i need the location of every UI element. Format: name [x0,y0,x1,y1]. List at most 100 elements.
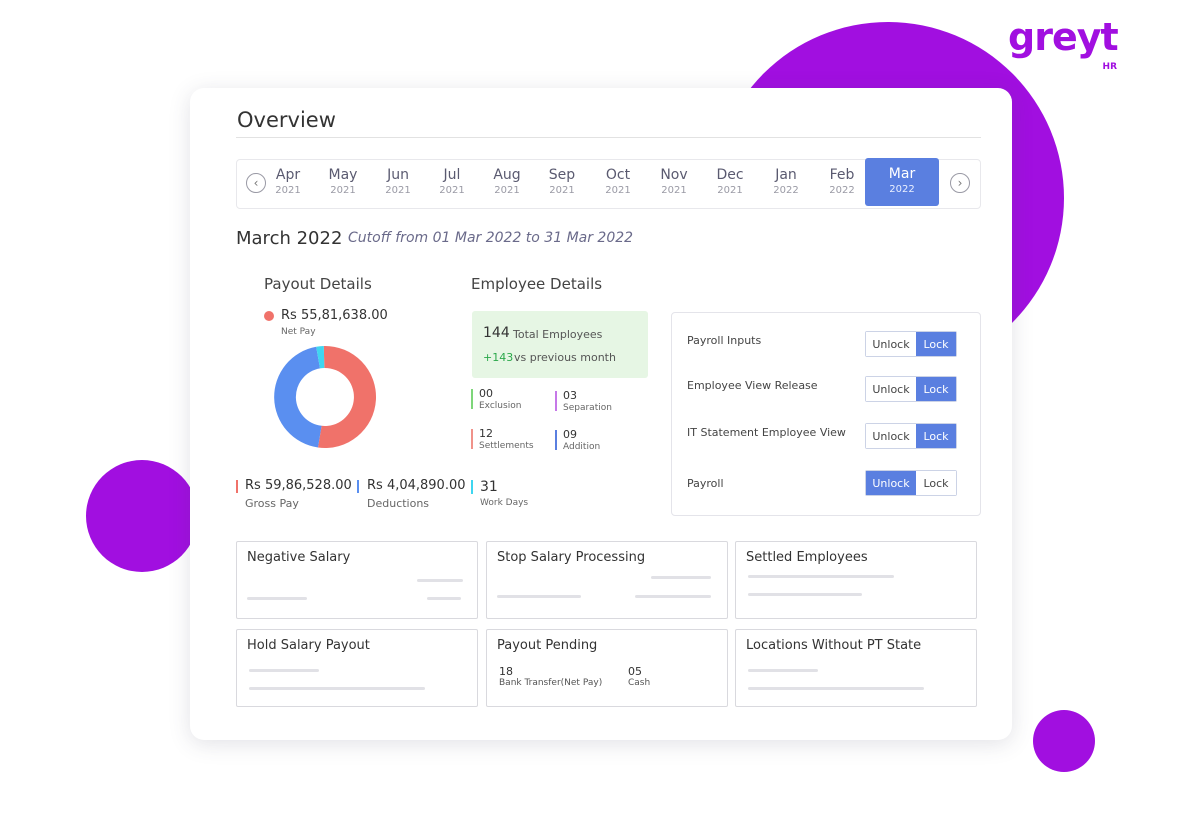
lock-button[interactable]: Lock [916,471,956,495]
payout-details-title: Payout Details [264,275,372,293]
unlock-button[interactable]: Unlock [866,332,916,356]
placeholder-line [748,575,894,578]
cash-count: 05 [628,665,642,678]
month-name: Mar [888,166,916,182]
payout-pending-tile[interactable]: Payout Pending 18 Bank Transfer(Net Pay)… [486,629,728,707]
separation-marker [555,391,557,411]
placeholder-line [748,687,924,690]
stop-salary-processing-tile[interactable]: Stop Salary Processing [486,541,728,619]
month-name: Apr [275,167,301,183]
negative-salary-tile[interactable]: Negative Salary [236,541,478,619]
payroll-inputs-label: Payroll Inputs [687,334,762,347]
month-year: 2021 [330,185,356,196]
net-pay-label: Net Pay [281,327,316,337]
lock-button[interactable]: Lock [916,377,956,401]
it-statement-toggle[interactable]: Unlock Lock [865,423,957,449]
work-days-count: 31 [480,479,498,495]
employee-delta-label: vs previous month [514,351,616,364]
unlock-button[interactable]: Unlock [866,424,916,448]
total-employees-box: 144 Total Employees +143 vs previous mon… [472,311,648,378]
settlements-label: Settlements [479,441,534,451]
unlock-button[interactable]: Unlock [866,471,916,495]
month-year: 2021 [661,185,687,196]
tile-title: Hold Salary Payout [247,638,370,653]
month-year: 2021 [605,185,631,196]
placeholder-line [748,593,862,596]
cash-label: Cash [628,678,651,688]
placeholder-line [249,669,319,672]
month-selector: ‹ Apr 2021 May 2021 Jun 2021 Jul 2021 Aug 202… [236,158,981,209]
placeholder-line [651,576,711,579]
month-year: 2021 [385,185,411,196]
month-tab-jan-2022[interactable]: Jan 2022 [760,166,812,198]
decorative-circle-small [1033,710,1095,772]
exclusion-count: 00 [479,387,493,400]
gross-pay-value: Rs 59,86,528.00 [245,478,352,493]
tile-title: Settled Employees [746,550,868,565]
placeholder-line [417,579,463,582]
tile-title: Negative Salary [247,550,351,565]
donut-segment-deductions [316,346,325,369]
month-tab-aug-2021[interactable]: Aug 2021 [481,166,533,198]
month-name: Feb [829,167,855,183]
month-tab-dec-2021[interactable]: Dec 2021 [704,166,756,198]
month-tab-apr-2021[interactable]: Apr 2021 [262,166,314,198]
separation-count: 03 [563,389,577,402]
month-name: Jun [387,167,409,183]
tile-title: Payout Pending [497,638,598,653]
logo-wordmark: greyt [1008,15,1119,59]
month-name: Dec [716,167,744,183]
gross-pay-label: Gross Pay [245,497,299,510]
month-name: Oct [605,167,631,183]
prev-month-button[interactable]: ‹ [246,173,266,193]
lock-button[interactable]: Lock [916,332,956,356]
month-tab-oct-2021[interactable]: Oct 2021 [592,166,644,198]
page-title: Overview [237,108,336,132]
total-employees-label: Total Employees [513,328,603,341]
payout-donut-chart [274,345,377,448]
payroll-toggle[interactable]: Unlock Lock [865,470,957,496]
next-month-button[interactable]: › [950,173,970,193]
cutoff-text: Cutoff from 01 Mar 2022 to 31 Mar 2022 [348,230,634,246]
total-employees-count: 144 [483,325,510,341]
month-name: Sep [548,167,576,183]
addition-label: Addition [563,442,601,452]
placeholder-line [427,597,461,600]
payroll-inputs-toggle[interactable]: Unlock Lock [865,331,957,357]
gross-pay-marker [236,480,238,493]
exclusion-marker [471,389,473,409]
chevron-left-icon: ‹ [253,176,259,190]
month-year: 2021 [717,185,743,196]
month-tab-nov-2021[interactable]: Nov 2021 [648,166,700,198]
chevron-right-icon: › [957,176,963,190]
employee-view-release-toggle[interactable]: Unlock Lock [865,376,957,402]
placeholder-line [249,687,425,690]
lock-controls-panel: Payroll Inputs Unlock Lock Employee View … [671,312,981,516]
unlock-button[interactable]: Unlock [866,377,916,401]
lock-button[interactable]: Lock [916,424,956,448]
settled-employees-tile[interactable]: Settled Employees [735,541,977,619]
month-year: 2022 [889,184,915,195]
month-tab-may-2021[interactable]: May 2021 [317,166,369,198]
overview-card: Overview ‹ Apr 2021 May 2021 Jun 2021 Jul 20… [190,88,1012,740]
donut-segment-gross-pay [274,346,322,448]
month-tab-sep-2021[interactable]: Sep 2021 [536,166,588,198]
addition-count: 09 [563,428,577,441]
donut-segment-net-pay [318,345,377,448]
month-tab-jun-2021[interactable]: Jun 2021 [372,166,424,198]
locations-without-pt-state-tile[interactable]: Locations Without PT State [735,629,977,707]
month-tab-feb-2022[interactable]: Feb 2022 [816,166,868,198]
bank-transfer-label: Bank Transfer(Net Pay) [499,678,603,688]
it-statement-label: IT Statement Employee View [687,426,846,439]
month-year: 2021 [494,185,520,196]
exclusion-label: Exclusion [479,401,522,411]
month-name: Nov [660,167,688,183]
month-tab-mar-2022-selected[interactable]: Mar 2022 [865,158,939,206]
net-pay-value: Rs 55,81,638.00 [281,308,388,323]
month-tab-jul-2021[interactable]: Jul 2021 [426,166,478,198]
deductions-value: Rs 4,04,890.00 [367,478,466,493]
addition-marker [555,430,557,450]
month-name: Aug [493,167,521,183]
deductions-label: Deductions [367,497,430,510]
hold-salary-payout-tile[interactable]: Hold Salary Payout [236,629,478,707]
